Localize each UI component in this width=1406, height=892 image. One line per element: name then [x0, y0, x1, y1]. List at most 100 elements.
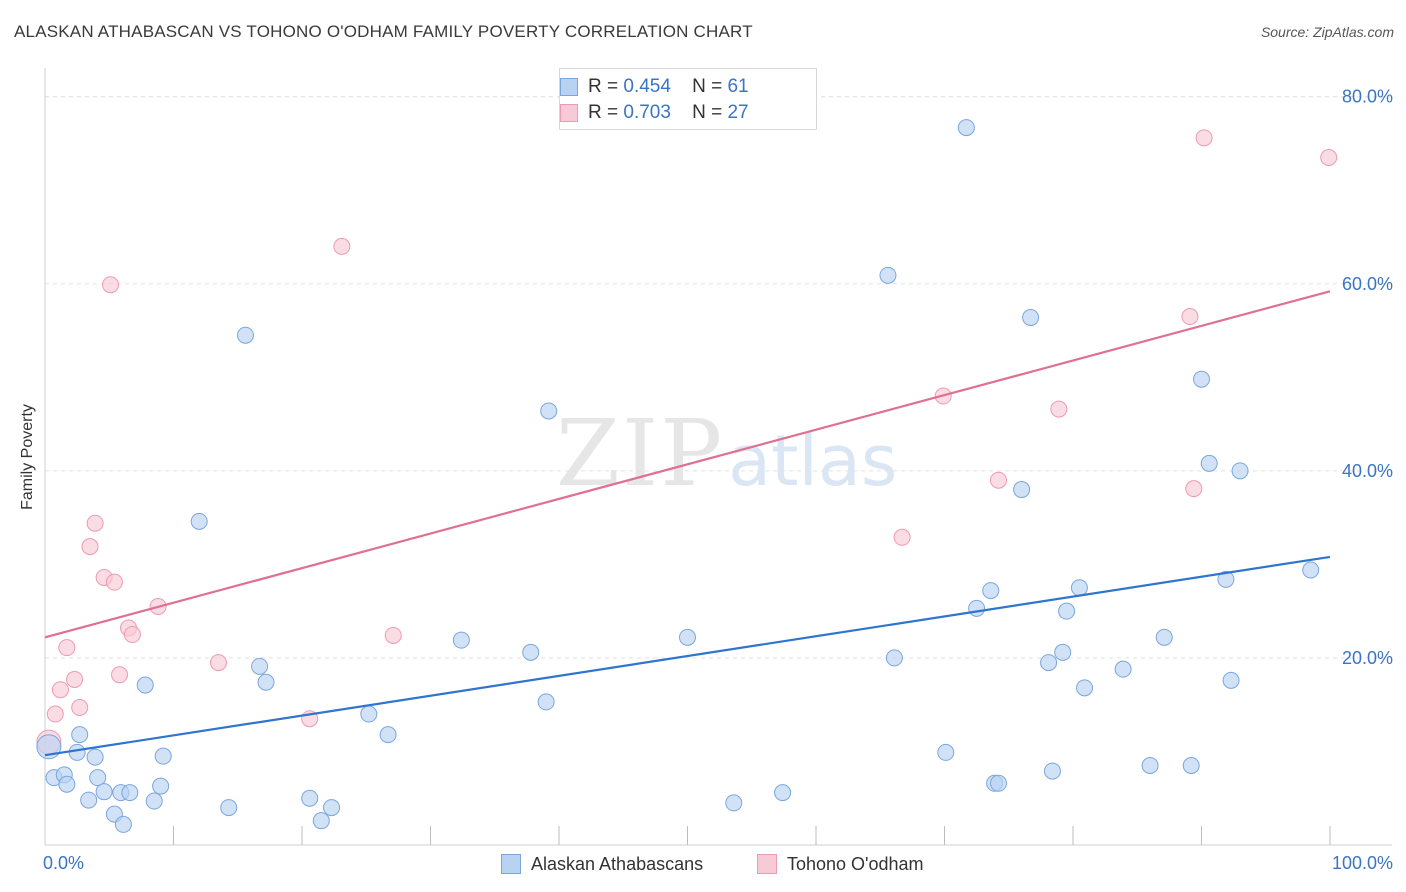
legend-n-value: 27	[727, 102, 749, 123]
legend-row-tohono: R = 0.703 N = 27	[560, 101, 749, 125]
point-tohono	[1320, 149, 1338, 167]
trend-line-tohono	[44, 290, 1331, 639]
bottom-legend-label: Alaskan Athabascans	[531, 853, 704, 874]
point-athabascan	[121, 784, 139, 802]
legend-n-label: N =	[692, 102, 723, 123]
point-tohono	[1181, 308, 1199, 326]
legend-n-value: 61	[727, 76, 749, 97]
point-athabascan	[1114, 660, 1132, 678]
point-athabascan	[1302, 561, 1320, 579]
point-athabascan	[220, 799, 238, 817]
point-athabascan	[1040, 654, 1058, 672]
legend-n-label: N =	[692, 76, 723, 97]
point-athabascan	[540, 402, 558, 420]
point-athabascan	[1200, 454, 1218, 472]
point-tohono	[989, 471, 1007, 489]
bottom-legend-label: Tohono O'odham	[787, 853, 924, 874]
point-athabascan	[312, 812, 330, 830]
point-athabascan	[1054, 643, 1072, 661]
y-tick-label: 40.0%	[1342, 461, 1393, 481]
point-tohono	[384, 626, 402, 644]
x-tick-label: 0.0%	[43, 853, 84, 873]
point-athabascan	[257, 673, 275, 691]
legend-r-label: R =	[588, 102, 619, 123]
point-tohono	[46, 705, 64, 723]
point-tohono	[71, 699, 89, 717]
point-athabascan	[301, 789, 319, 807]
point-athabascan	[251, 657, 269, 675]
point-athabascan	[323, 799, 341, 817]
watermark: ZIPatlas	[556, 400, 897, 507]
point-athabascan	[1070, 579, 1088, 597]
point-athabascan	[537, 693, 555, 711]
legend-r-label: R =	[588, 76, 619, 97]
point-athabascan	[136, 676, 154, 694]
point-tohono	[333, 237, 351, 255]
point-tohono	[1050, 400, 1068, 418]
point-tohono	[51, 681, 69, 699]
point-athabascan	[95, 783, 113, 801]
trend-line-athabascan	[44, 555, 1331, 757]
watermark-atlas: atlas	[728, 420, 898, 502]
point-tohono	[111, 666, 129, 684]
bottom-legend-athabascan: Alaskan Athabascans	[501, 852, 703, 876]
bottom-legend-tohono: Tohono O'odham	[757, 852, 924, 876]
point-athabascan	[957, 119, 975, 137]
point-athabascan	[885, 649, 903, 667]
point-athabascan	[190, 512, 208, 530]
point-athabascan	[145, 792, 163, 810]
point-athabascan	[1013, 481, 1031, 499]
point-athabascan	[152, 777, 170, 795]
legend-r-value: 0.454	[623, 76, 671, 97]
point-athabascan	[452, 631, 470, 649]
legend-swatch-pink	[560, 104, 578, 122]
point-athabascan	[725, 794, 743, 812]
point-tohono	[81, 538, 99, 556]
point-athabascan	[236, 326, 254, 344]
point-tohono	[1185, 480, 1203, 498]
y-tick-label: 60.0%	[1342, 274, 1393, 294]
point-tohono	[105, 573, 123, 591]
point-athabascan	[1043, 762, 1061, 780]
point-athabascan	[937, 743, 955, 761]
point-athabascan	[360, 705, 378, 723]
point-athabascan	[522, 643, 540, 661]
point-athabascan	[80, 791, 98, 809]
y-axis-label: Family Poverty	[19, 404, 36, 510]
source-label: Source: ZipAtlas.com	[1260, 24, 1394, 40]
point-athabascan	[86, 748, 104, 766]
point-tohono	[1195, 129, 1213, 147]
point-athabascan	[1076, 679, 1094, 697]
point-athabascan	[71, 726, 89, 744]
x-tick-label: 100.0%	[1332, 853, 1393, 873]
point-athabascan	[1222, 671, 1240, 689]
point-athabascan	[1141, 756, 1159, 774]
point-athabascan	[154, 747, 172, 765]
point-athabascan	[989, 774, 1007, 792]
point-athabascan	[679, 628, 696, 646]
point-athabascan	[879, 266, 897, 284]
legend: R = 0.454 N = 61 R = 0.703 N = 27	[559, 68, 817, 130]
point-athabascan	[1217, 570, 1235, 588]
point-athabascan	[982, 582, 1000, 600]
point-athabascan	[1193, 370, 1210, 388]
point-tohono	[123, 626, 141, 644]
point-athabascan	[1182, 756, 1200, 774]
point-tohono	[86, 514, 104, 532]
point-athabascan	[968, 599, 986, 617]
y-tick-label: 80.0%	[1342, 87, 1393, 107]
point-tohono	[102, 276, 120, 294]
y-tick-label: 20.0%	[1342, 648, 1393, 668]
point-athabascan	[1231, 462, 1249, 480]
point-athabascan	[1155, 628, 1173, 646]
point-athabascan	[114, 815, 132, 833]
point-tohono	[66, 670, 84, 688]
point-athabascan	[58, 775, 76, 793]
point-athabascan	[379, 726, 397, 744]
point-athabascan	[68, 743, 86, 761]
legend-row-athabascan: R = 0.454 N = 61	[560, 75, 749, 99]
legend-swatch-blue	[560, 78, 578, 96]
watermark-zip: ZIP	[556, 400, 725, 507]
bottom-legend-swatch-pink	[757, 854, 777, 874]
